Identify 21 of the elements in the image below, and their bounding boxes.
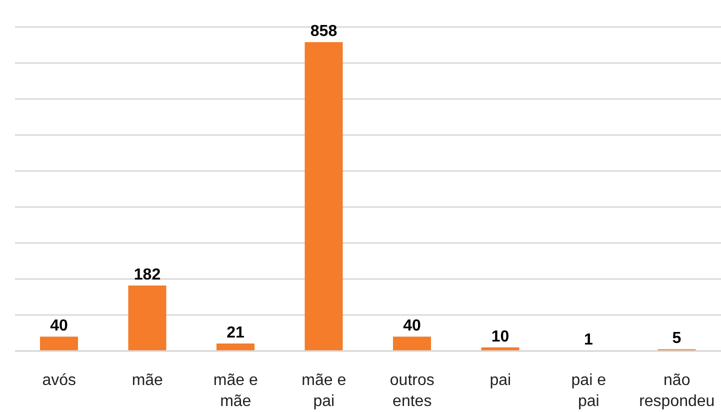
x-tick-label: outros entes <box>390 372 434 410</box>
data-label: 40 <box>50 318 68 335</box>
data-label: 40 <box>403 318 421 335</box>
bar <box>216 343 254 351</box>
data-label: 858 <box>310 23 338 40</box>
data-label: 5 <box>672 330 682 348</box>
bar <box>128 285 166 351</box>
data-label: 182 <box>134 266 161 284</box>
bar <box>393 336 431 351</box>
x-tick-label: mãe e pai <box>302 372 346 410</box>
x-tick-label: avós <box>42 372 76 389</box>
x-tick-label: mãe e mãe <box>213 372 258 410</box>
bar <box>304 42 343 351</box>
data-label: 1 <box>584 332 594 349</box>
data-label: 21 <box>226 324 244 342</box>
data-label: 10 <box>491 328 510 346</box>
x-tick-label: pai <box>490 372 512 389</box>
x-tick-label: não respondeu <box>639 372 715 410</box>
x-tick-label: mãe <box>132 372 164 389</box>
bar <box>40 336 78 351</box>
x-tick-label: pai e pai <box>571 372 606 410</box>
